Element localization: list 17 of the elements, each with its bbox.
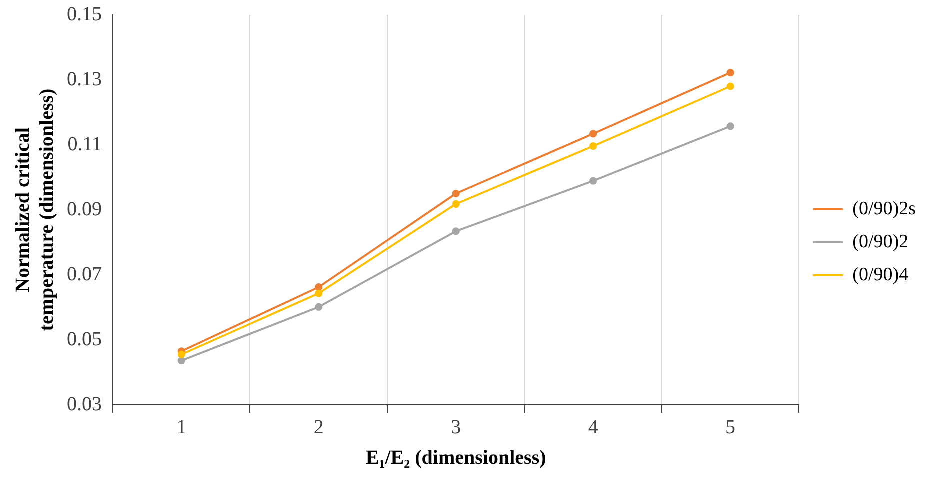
- x-tick-label: 1: [176, 416, 187, 438]
- y-tick-label: 0.15: [67, 3, 102, 26]
- y-axis-title: Normalized critical temperature (dimensionless): [12, 88, 58, 332]
- y-tick-label: 0.03: [67, 393, 102, 416]
- y-tick-label: 0.11: [68, 133, 102, 156]
- legend-label: (0/90)2s: [852, 198, 916, 220]
- x-tick-label: 2: [314, 416, 324, 438]
- y-tick-label: 0.09: [67, 198, 102, 220]
- x-axis-title: E₁/E₂ (dimensionless): [366, 447, 546, 470]
- x-tick-label: 4: [588, 416, 598, 438]
- y-tick-label: 0.05: [67, 328, 102, 350]
- y-tick-label: 0.07: [67, 263, 102, 286]
- legend-label: (0/90)4: [852, 264, 910, 286]
- y-tick-label: 0.13: [67, 68, 102, 90]
- x-tick-label: 3: [451, 416, 462, 438]
- x-tick-label: 5: [726, 416, 736, 438]
- legend-label: (0/90)2: [852, 231, 909, 252]
